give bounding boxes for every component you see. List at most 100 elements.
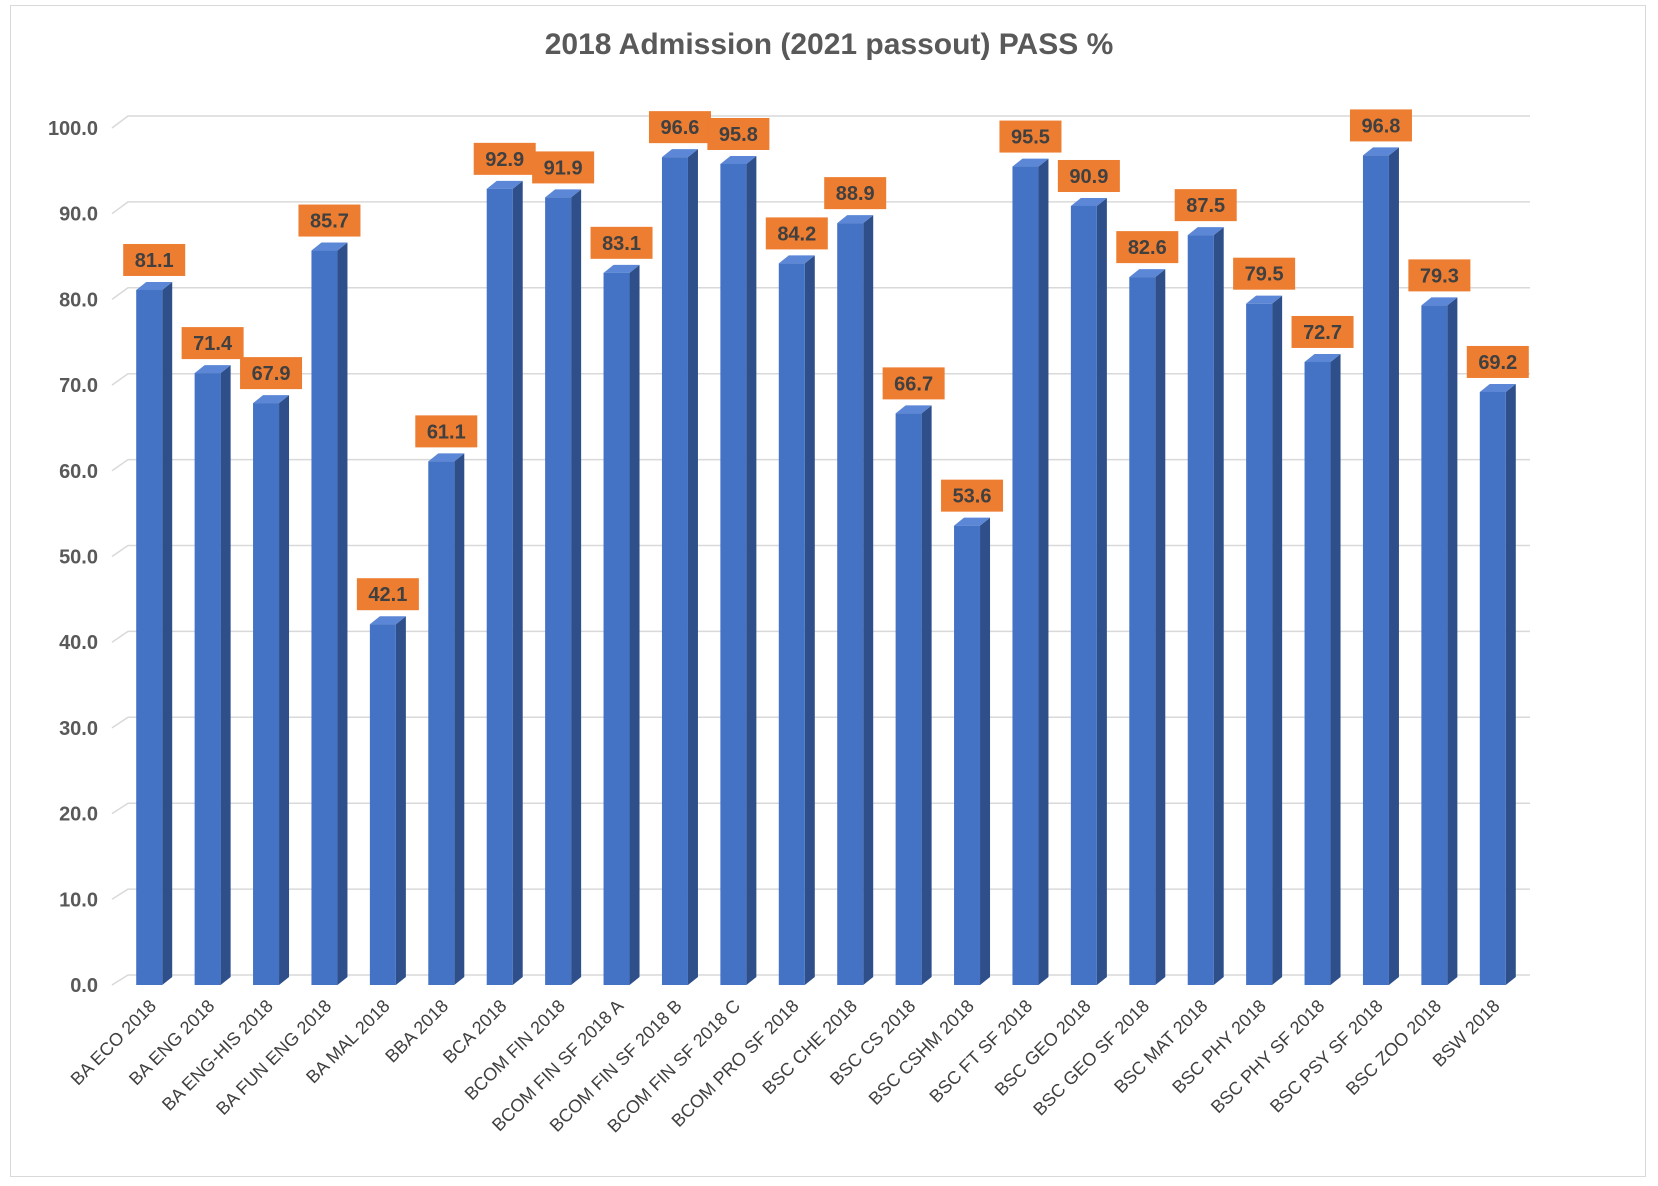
data-label: 87.5	[1174, 189, 1237, 222]
data-label-text: 85.7	[310, 211, 349, 233]
data-label-box	[882, 367, 945, 400]
bar	[1246, 295, 1283, 985]
data-label: 95.5	[999, 120, 1062, 153]
bar	[369, 616, 406, 985]
bar-top	[661, 149, 698, 158]
bar-side	[337, 242, 348, 985]
bar	[194, 365, 231, 985]
data-label-box	[298, 204, 361, 237]
data-label: 91.9	[532, 151, 595, 184]
data-label-text: 66.7	[894, 373, 933, 395]
bar	[545, 189, 582, 986]
y-axis: 0.0 10.0 20.0 30.0 40.0 50.0 60.0 70.0 80.0 90.0 1…	[48, 118, 98, 997]
data-label: 53.6	[941, 479, 1004, 512]
data-label-text: 71.4	[193, 333, 233, 355]
bar-front	[837, 223, 864, 985]
gridline	[111, 802, 1530, 815]
data-label-text: 79.5	[1245, 264, 1284, 286]
data-label: 90.9	[1057, 159, 1120, 192]
y-tick-label: 70.0	[59, 375, 98, 397]
x-tick-label: BA ENG-HIS 2018	[158, 996, 277, 1115]
data-label-text: 96.6	[660, 117, 699, 139]
bar	[778, 255, 815, 985]
bar-top	[311, 242, 348, 251]
bar	[661, 149, 698, 985]
y-tick-label: 10.0	[59, 889, 98, 911]
data-label-box	[1116, 231, 1179, 264]
data-label: 95.8	[707, 117, 770, 150]
data-label: 79.5	[1233, 257, 1296, 290]
data-label: 92.9	[473, 142, 536, 175]
data-label: 83.1	[590, 226, 653, 259]
data-label-box	[590, 226, 653, 259]
data-label-text: 87.5	[1186, 195, 1225, 217]
y-tick-label: 90.0	[59, 204, 98, 226]
bar-front	[1012, 166, 1039, 985]
bar-top	[486, 180, 523, 189]
data-label: 79.3	[1408, 259, 1471, 292]
bar-front	[1304, 361, 1331, 985]
bar-side	[1330, 353, 1341, 985]
data-label-box	[1233, 257, 1296, 290]
bar-side	[1038, 158, 1049, 985]
data-label-text: 53.6	[953, 486, 992, 508]
data-label-box	[765, 217, 828, 250]
bar	[603, 264, 640, 985]
gridline	[111, 201, 1530, 215]
gridline	[111, 974, 1530, 986]
data-label-box	[1408, 259, 1471, 292]
data-label-box	[532, 151, 595, 184]
data-label-box	[1349, 109, 1412, 142]
bar	[253, 395, 290, 985]
bar-front	[486, 188, 513, 986]
bar-front	[194, 373, 221, 985]
bar	[1129, 269, 1166, 985]
bar-side	[1272, 295, 1283, 985]
data-label-box	[707, 117, 770, 150]
bar-side	[1388, 147, 1399, 985]
bar-side	[980, 517, 991, 985]
gridline	[111, 458, 1530, 472]
bar-front	[1129, 277, 1156, 985]
bar-side	[395, 616, 406, 985]
bar-side	[1096, 197, 1107, 985]
bar	[311, 242, 348, 985]
bar-front	[778, 263, 805, 985]
data-label-box	[415, 415, 478, 448]
bar-top	[194, 365, 231, 374]
bars	[136, 147, 1516, 986]
bar	[1187, 227, 1224, 985]
bar-top	[545, 189, 582, 198]
bar-top	[1362, 147, 1399, 156]
bar-top	[778, 255, 815, 264]
bar	[428, 453, 465, 985]
bar-top	[954, 517, 991, 526]
bar-side	[571, 189, 582, 986]
gridline	[111, 544, 1530, 558]
bar	[1479, 383, 1516, 985]
bar-top	[1479, 383, 1516, 392]
y-tick-label: 20.0	[59, 804, 98, 826]
y-tick-label: 80.0	[59, 289, 98, 311]
data-label-text: 95.8	[719, 124, 758, 146]
y-tick-label: 60.0	[59, 461, 98, 483]
x-tick-label: BSC PHY SF 2018	[1207, 996, 1328, 1117]
bar	[1012, 158, 1049, 985]
data-label: 82.6	[1116, 231, 1179, 264]
chart-border	[10, 5, 1646, 1177]
data-label-box	[648, 111, 711, 144]
data-label-text: 83.1	[602, 233, 641, 255]
bar-top	[1070, 197, 1107, 206]
data-label: 61.1	[415, 415, 478, 448]
data-label: 96.8	[1349, 109, 1412, 142]
gridline	[111, 716, 1530, 729]
data-label-box	[1174, 189, 1237, 222]
bar-front	[1246, 303, 1273, 985]
gridline	[111, 630, 1530, 643]
bar-top	[1187, 227, 1224, 236]
bar-top	[136, 281, 173, 290]
chart-title: 2018 Admission (2021 passout) PASS %	[544, 28, 1114, 61]
data-label-box	[473, 142, 536, 175]
data-label: 84.2	[765, 217, 828, 250]
